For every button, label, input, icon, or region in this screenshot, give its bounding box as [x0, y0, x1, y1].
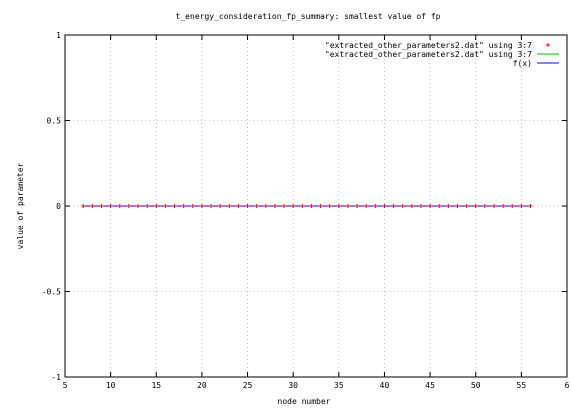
x-tick-label: 10	[106, 381, 116, 390]
data-point	[117, 204, 122, 208]
x-tick-label: 45	[425, 381, 435, 390]
data-point	[437, 204, 442, 208]
legend-label-0: "extracted_other_parameters2.dat" using …	[325, 41, 532, 50]
data-point	[501, 204, 506, 208]
chart-title: t_energy_consideration_fp_summary: small…	[176, 12, 441, 21]
data-point	[136, 204, 141, 208]
data-point	[263, 204, 268, 208]
data-point	[300, 204, 305, 208]
data-point	[190, 204, 195, 208]
data-point	[336, 204, 341, 208]
data-point	[108, 204, 113, 208]
grid	[65, 35, 567, 377]
data-point	[528, 204, 533, 208]
y-tick-label: -0.5	[42, 288, 61, 297]
data-point	[491, 204, 496, 208]
data-point	[199, 204, 204, 208]
x-tick-label: 6	[565, 381, 570, 390]
data-point	[446, 204, 451, 208]
x-tick-label: 15	[151, 381, 161, 390]
x-tick-label: 55	[517, 381, 527, 390]
data-point	[272, 204, 277, 208]
x-tick-label: 50	[471, 381, 481, 390]
y-axis-label: value of parameter	[16, 162, 25, 249]
legend-label-2: f(x)	[513, 59, 532, 68]
data-point	[126, 204, 131, 208]
data-point	[510, 204, 515, 208]
data-point	[209, 204, 214, 208]
y-tick-label: 0	[56, 202, 61, 211]
legend-label-1: "extracted_other_parameters2.dat" using …	[325, 50, 532, 59]
data-point	[364, 204, 369, 208]
data-point	[391, 204, 396, 208]
legend: "extracted_other_parameters2.dat" using …	[325, 41, 559, 68]
data-point	[345, 204, 350, 208]
x-tick-label: 5	[63, 381, 68, 390]
data-point	[428, 204, 433, 208]
data-point	[519, 204, 524, 208]
series-layer	[81, 204, 533, 208]
data-point	[218, 204, 223, 208]
y-tick-label: -1	[51, 373, 61, 382]
ticks: 5 10 15 20 25 30 35 40 45 50 55 6 -1 -0.5 0 0.5 1	[42, 31, 570, 390]
y-tick-label: 1	[56, 31, 61, 40]
data-point	[455, 204, 460, 208]
data-point	[464, 204, 469, 208]
data-point	[409, 204, 414, 208]
data-point	[236, 204, 241, 208]
data-point	[418, 204, 423, 208]
data-point	[145, 204, 150, 208]
data-point	[282, 204, 287, 208]
data-point	[482, 204, 487, 208]
x-axis-label: node number	[278, 397, 331, 406]
data-point	[227, 204, 232, 208]
data-point	[81, 204, 86, 208]
y-tick-label: 0.5	[47, 117, 62, 126]
data-point	[172, 204, 177, 208]
x-tick-label: 40	[380, 381, 390, 390]
data-point	[181, 204, 186, 208]
x-tick-label: 30	[288, 381, 298, 390]
x-tick-label: 35	[334, 381, 344, 390]
x-tick-label: 25	[243, 381, 253, 390]
data-point	[355, 204, 360, 208]
data-point	[245, 204, 250, 208]
data-point	[318, 204, 323, 208]
data-point	[473, 204, 478, 208]
data-point	[163, 204, 168, 208]
data-point	[99, 204, 104, 208]
data-point	[309, 204, 314, 208]
data-point	[382, 204, 387, 208]
data-point	[373, 204, 378, 208]
data-point	[327, 204, 332, 208]
data-point	[400, 204, 405, 208]
data-point	[254, 204, 259, 208]
data-point	[90, 204, 95, 208]
data-point	[291, 204, 296, 208]
x-tick-label: 20	[197, 381, 207, 390]
data-point	[154, 204, 159, 208]
